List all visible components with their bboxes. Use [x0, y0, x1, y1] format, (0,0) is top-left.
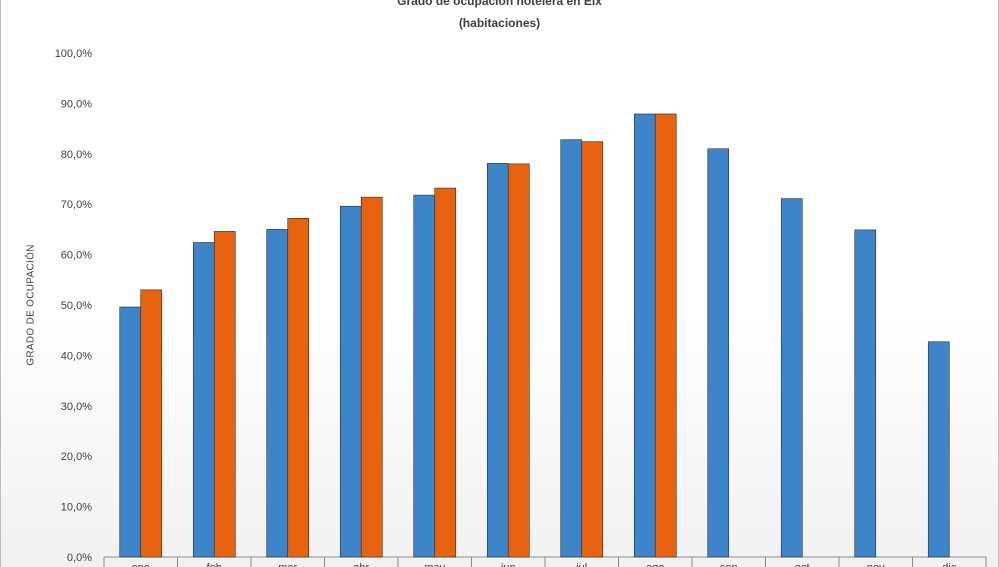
y-tick-label: 0,0% — [67, 552, 92, 564]
y-tick-label: 10,0% — [61, 502, 92, 514]
bar-series1-abr — [339, 205, 362, 558]
x-tick-label: ago — [646, 562, 664, 567]
x-tick-label: oct — [795, 562, 810, 567]
bar-series2-ago — [654, 113, 677, 558]
x-tick-label: sep — [720, 562, 738, 567]
y-tick-label: 50,0% — [61, 300, 92, 312]
bar-series2-jul — [581, 141, 604, 558]
bar-series1-oct — [780, 198, 803, 558]
bar-series2-jun — [507, 163, 530, 558]
x-tick-label: mar — [278, 562, 297, 567]
y-tick-label: 70,0% — [61, 199, 92, 211]
y-tick-label: 30,0% — [61, 401, 92, 413]
chart-title: Grado de ocupación hotelera en Elx — [397, 0, 602, 8]
x-tick-label: jun — [500, 562, 516, 567]
bar-series1-dic — [927, 341, 950, 558]
y-tick-label: 80,0% — [61, 149, 92, 161]
y-tick-label: 20,0% — [61, 451, 92, 463]
bar-series1-sep — [707, 148, 730, 558]
bar-series1-nov — [854, 229, 877, 558]
bar-series2-ene — [140, 289, 163, 558]
x-tick-label: nov — [867, 562, 885, 567]
x-tick-label: ene — [132, 562, 150, 567]
chart-subtitle: (habitaciones) — [458, 16, 541, 30]
y-tick-label: 90,0% — [61, 98, 92, 110]
bar-series2-feb — [213, 231, 236, 558]
bar-series1-ene — [119, 306, 142, 558]
x-tick-label: abr — [353, 562, 369, 567]
y-tick-label: 40,0% — [61, 350, 92, 362]
x-tick-label: jul — [575, 562, 587, 567]
x-tick-label: feb — [207, 562, 222, 567]
bar-series1-mar — [266, 229, 289, 558]
bar-series2-mar — [287, 218, 310, 558]
bar-series1-may — [413, 194, 436, 558]
bar-series2-abr — [360, 196, 383, 558]
bar-series1-jun — [486, 163, 509, 558]
bar-series1-jul — [560, 139, 583, 558]
y-tick-label: 100,0% — [55, 48, 93, 60]
bar-series1-ago — [633, 113, 656, 558]
y-tick-label: 60,0% — [61, 250, 92, 262]
x-tick-label: may — [424, 562, 445, 567]
bar-series1-feb — [192, 242, 215, 558]
x-tick-label: dic — [942, 562, 957, 567]
bar-series2-may — [434, 187, 457, 558]
